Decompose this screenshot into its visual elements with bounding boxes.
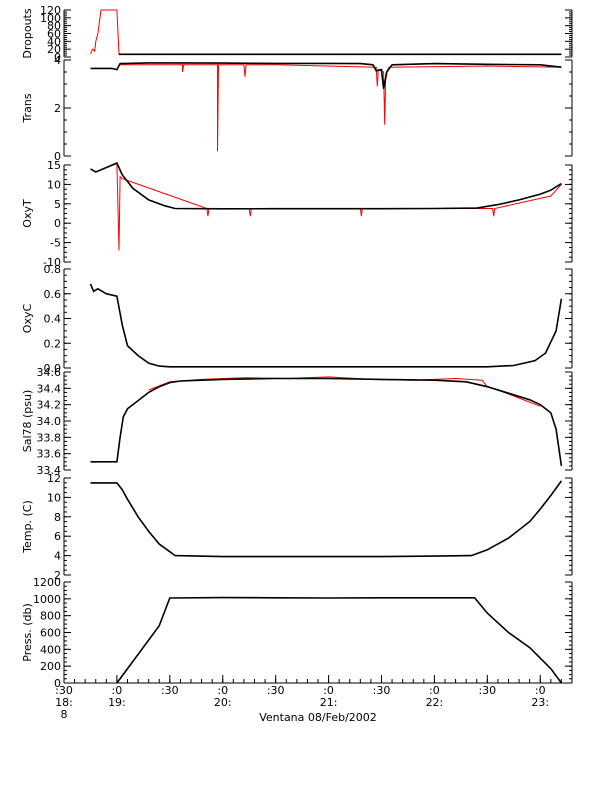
x-tick-label: 8	[61, 708, 68, 721]
y-tick-label: -5	[50, 237, 61, 250]
chart-panels: 020406080100120Dropouts024Trans-10-50510…	[21, 4, 573, 690]
y-tick-label: 600	[40, 627, 61, 640]
y-tick-label: 200	[40, 660, 61, 673]
y-axis-label: Sal78 (psu)	[21, 390, 34, 453]
y-tick-label: 34.6	[37, 366, 62, 379]
y-axis-label: OxyT	[21, 199, 34, 228]
y-tick-label: 1000	[33, 593, 61, 606]
x-axis-label: Ventana 08/Feb/2002	[259, 711, 377, 724]
y-tick-label: 0.6	[44, 288, 62, 301]
y-tick-label: 80	[47, 20, 61, 33]
x-tick-label: :30	[161, 684, 179, 697]
x-tick-label: :0	[323, 684, 334, 697]
y-tick-label: 34.2	[37, 399, 62, 412]
y-axis-label: OxyC	[21, 304, 34, 334]
y-tick-label: 12	[47, 472, 61, 485]
series-line-data	[90, 377, 563, 467]
y-tick-label: 34.0	[37, 415, 62, 428]
panel-6: 0 200 400 600 800 1000 1200 Press. (db)	[21, 576, 573, 690]
y-tick-label: 1200	[33, 576, 61, 589]
y-tick-label: 0.8	[44, 263, 62, 276]
y-tick-label: 10	[47, 491, 61, 504]
panel-5: 2 4 6 8 10 12 Temp. (C)	[21, 472, 573, 582]
y-tick-label: 33.6	[37, 448, 62, 461]
y-tick-label: 0	[54, 51, 61, 64]
panel-3: 0.0 0.2 0.4 0.6 0.8 OxyC	[21, 263, 573, 375]
x-axis: :3018:8:019::30:020::30:021::30:022::30:…	[55, 675, 573, 721]
x-tick-label: :0	[217, 684, 228, 697]
panel-1: 0 2 4 Trans	[21, 54, 573, 163]
x-tick-label: :0	[112, 684, 123, 697]
y-tick-label: 0	[54, 150, 61, 163]
series-line-data	[89, 283, 563, 368]
series-line-data	[90, 480, 563, 558]
y-tick-label: 34.4	[37, 382, 62, 395]
y-tick-label: 0	[54, 677, 61, 690]
y-tick-label: 8	[54, 511, 61, 524]
y-tick-label: 100	[40, 12, 61, 25]
y-axis-label: Temp. (C)	[21, 500, 34, 554]
y-tick-label: 0.4	[44, 313, 62, 326]
y-axis-label: Dropouts	[21, 8, 34, 58]
y-tick-label: 20	[47, 43, 61, 56]
y-tick-label: 15	[47, 159, 61, 172]
x-tick-label: :30	[267, 684, 285, 697]
x-tick-label: 18:	[55, 696, 73, 709]
x-tick-label: 19:	[108, 696, 126, 709]
series-line-qc	[90, 162, 562, 251]
y-tick-label: 4	[54, 550, 61, 563]
y-axis-label: Trans	[21, 93, 34, 123]
x-tick-label: 21:	[320, 696, 338, 709]
y-tick-label: 800	[40, 610, 61, 623]
y-tick-label: -10	[43, 256, 61, 269]
x-tick-label: 22:	[426, 696, 444, 709]
x-tick-label: :30	[373, 684, 391, 697]
series-line-qc	[119, 64, 562, 152]
panel-2: -10 -5 0 5 10 15 OxyT	[21, 159, 573, 269]
y-tick-label: 0	[54, 217, 61, 230]
series-line-data	[90, 162, 562, 210]
x-tick-label: 20:	[214, 696, 232, 709]
y-tick-label: 33.4	[37, 464, 62, 477]
x-tick-label: 23:	[531, 696, 549, 709]
series-line-data	[116, 596, 563, 684]
x-tick-label: :30	[55, 684, 73, 697]
x-tick-label: :0	[429, 684, 440, 697]
y-tick-label: 5	[54, 198, 61, 211]
y-tick-label: 2	[54, 102, 61, 115]
x-tick-label: :0	[535, 684, 546, 697]
y-tick-label: 2	[54, 569, 61, 582]
y-tick-label: 0.0	[44, 362, 62, 375]
y-tick-label: 60	[47, 28, 61, 41]
y-tick-label: 40	[47, 35, 61, 48]
y-tick-label: 6	[54, 530, 61, 543]
y-tick-label: 10	[47, 178, 61, 191]
y-tick-label: 0.2	[44, 337, 62, 350]
y-tick-label: 33.8	[37, 431, 62, 444]
x-tick-label: :30	[478, 684, 496, 697]
series-line-data	[90, 62, 562, 89]
y-axis-label: Press. (db)	[21, 603, 34, 662]
y-tick-label: 400	[40, 643, 61, 656]
series-line-qc	[90, 9, 562, 55]
series-line-qc	[148, 376, 541, 407]
y-tick-label: 4	[54, 54, 61, 67]
y-tick-label: 120	[40, 4, 61, 17]
